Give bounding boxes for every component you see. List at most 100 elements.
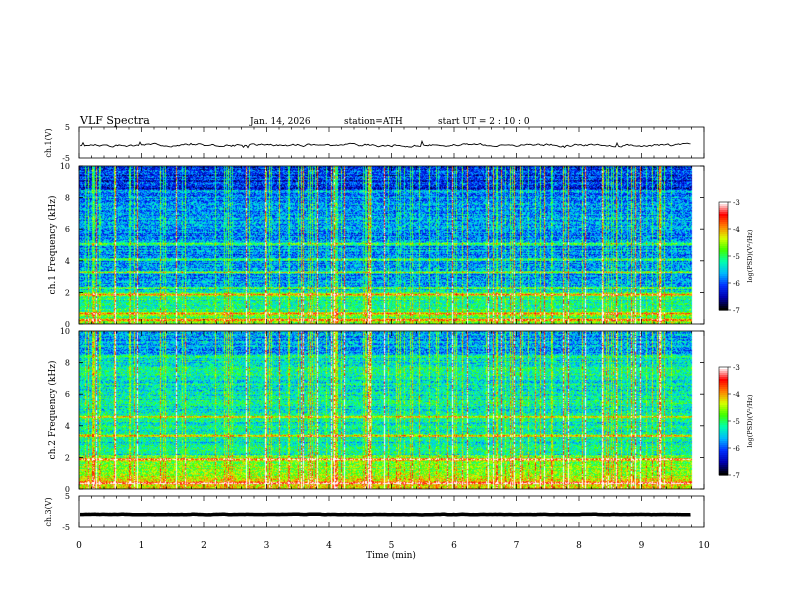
colorbar-tick-label: -3 — [733, 364, 740, 372]
colorbar-tick-label: -7 — [733, 307, 740, 315]
colorbar-swatch — [719, 264, 728, 267]
colorbar-swatch — [719, 443, 728, 446]
colorbar-tick-label: -6 — [733, 280, 740, 288]
colorbar-swatch — [719, 403, 728, 406]
freq-tick-label: 4 — [65, 257, 70, 266]
colorbar-swatch — [719, 252, 728, 255]
freq-tick-label: 0 — [65, 320, 70, 329]
colorbar-swatch — [719, 250, 728, 253]
colorbar-swatch — [719, 232, 728, 235]
colorbar-swatch — [719, 272, 728, 275]
colorbar-tick-label: -4 — [733, 226, 740, 234]
ch1-ytick-top: 5 — [65, 123, 70, 132]
colorbar-tick-label: -5 — [733, 418, 740, 426]
freq-tick-label: 2 — [65, 288, 70, 297]
colorbar-swatch — [719, 391, 728, 394]
colorbar-swatch — [719, 373, 728, 376]
colorbar-swatch — [719, 435, 728, 438]
colorbar-swatch — [719, 407, 728, 410]
colorbar-swatch — [719, 294, 728, 297]
colorbar-swatch — [719, 401, 728, 404]
start-time-label: start UT = 2 : 10 : 0 — [438, 117, 530, 127]
colorbar-swatch — [719, 415, 728, 418]
time-tick-label: 8 — [576, 541, 582, 551]
colorbar-swatch — [719, 397, 728, 400]
ch1-spectrogram-panel: 0 2 4 6 8 10 ch.1 Frequency (kHz) -3 -4 -5 -6 -7 l… — [47, 162, 754, 329]
colorbar-swatch — [719, 385, 728, 388]
freq-tick-label: 0 — [65, 485, 70, 494]
ch3-trace-line — [80, 512, 691, 517]
ch1-spectrogram-yticks: 0 2 4 6 8 10 — [60, 162, 704, 329]
time-axis-tick-labels: 0 1 2 3 4 5 6 7 8 9 10 — [76, 541, 710, 551]
colorbar-swatch — [719, 459, 728, 462]
colorbar-swatch — [719, 210, 728, 213]
colorbar-swatch — [719, 389, 728, 392]
time-axis-label: Time (min) — [366, 550, 416, 561]
freq-tick-label: 8 — [65, 194, 70, 203]
colorbar-swatch — [719, 377, 728, 380]
colorbar-swatch — [719, 260, 728, 263]
ch2-spectrogram-panel: 0 2 4 6 8 10 ch.2 Frequency (kHz) -3 -4 -5 -6 -7 l… — [47, 327, 754, 494]
colorbar-swatch — [719, 371, 728, 374]
colorbar-swatch — [719, 268, 728, 271]
time-tick-label: 5 — [389, 541, 395, 551]
colorbar-swatch — [719, 292, 728, 295]
ch2-spectrogram-ylabel: ch.2 Frequency (kHz) — [47, 361, 58, 460]
colorbar-swatch — [719, 431, 728, 434]
colorbar-swatch — [719, 270, 728, 273]
time-tick-label: 0 — [76, 541, 82, 551]
colorbar-swatch — [719, 304, 728, 307]
colorbar-swatch — [719, 367, 728, 370]
colorbar-swatch — [719, 449, 728, 452]
colorbar-swatch — [719, 379, 728, 382]
colorbar-swatch — [719, 274, 728, 277]
colorbar-swatch — [719, 288, 728, 291]
colorbar-swatch — [719, 262, 728, 265]
colorbar-swatch — [719, 467, 728, 470]
time-tick-label: 4 — [326, 541, 332, 551]
time-tick-label: 6 — [451, 541, 457, 551]
colorbar-swatch — [719, 451, 728, 454]
ch1-spectrogram-heatmap — [79, 166, 704, 324]
time-tick-label: 1 — [139, 541, 145, 551]
colorbar-swatch — [719, 234, 728, 237]
ch3-ytick-bottom: -5 — [62, 523, 70, 532]
colorbar-tick-label: -7 — [733, 472, 740, 480]
colorbar-swatch — [719, 395, 728, 398]
colorbar-swatch — [719, 369, 728, 372]
freq-tick-label: 6 — [65, 390, 70, 399]
colorbar-swatch — [719, 240, 728, 243]
colorbar-swatch — [719, 298, 728, 301]
colorbar-swatch — [719, 308, 728, 311]
ch3-ytick-top: 5 — [65, 492, 70, 501]
colorbar-swatch — [719, 469, 728, 472]
colorbar-swatch — [719, 224, 728, 227]
ch1-ylabel: ch.1(V) — [44, 128, 53, 157]
freq-tick-label: 8 — [65, 359, 70, 368]
ch2-spectrogram-yticks: 0 2 4 6 8 10 — [60, 327, 704, 494]
colorbar-swatch — [719, 409, 728, 412]
colorbar-tick-label: -4 — [733, 391, 740, 399]
colorbar-swatch — [719, 381, 728, 384]
colorbar-swatch — [719, 306, 728, 309]
freq-tick-label: 10 — [60, 327, 70, 336]
colorbar-swatch — [719, 238, 728, 241]
ch3-waveform-panel: 5 -5 ch.3(V) — [44, 492, 705, 532]
colorbar-swatch — [719, 419, 728, 422]
colorbar-swatch — [719, 441, 728, 444]
colorbar-swatch — [719, 202, 728, 205]
colorbar-swatch — [719, 417, 728, 420]
colorbar-swatch — [719, 282, 728, 285]
colorbar-swatch — [719, 284, 728, 287]
colorbar-swatch — [719, 425, 728, 428]
colorbar-swatch — [719, 447, 728, 450]
colorbar-swatch — [719, 439, 728, 442]
colorbar-swatch — [719, 445, 728, 448]
colorbar-swatch — [719, 387, 728, 390]
colorbar-swatch — [719, 375, 728, 378]
colorbar-label: log(PSD)(V²/Hz) — [746, 394, 754, 447]
colorbar-swatch — [719, 393, 728, 396]
colorbar-swatch — [719, 228, 728, 231]
colorbar-swatch — [719, 242, 728, 245]
